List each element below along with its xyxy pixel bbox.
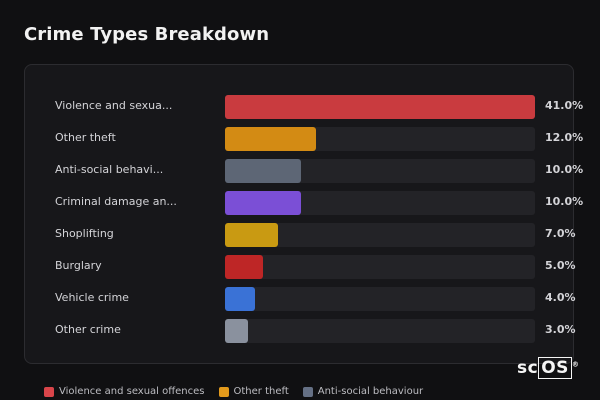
bar-value-label: 7.0% [545, 227, 576, 240]
bar-track [225, 159, 535, 183]
bar-track [225, 191, 535, 215]
logo-prefix: sc [517, 358, 539, 378]
brand-logo: sc OS ® [517, 357, 580, 379]
logo-boxed: OS [538, 357, 572, 379]
bar-row: Other theft 12.0% [55, 127, 583, 151]
bar-row: Anti-social behavi... 10.0% [55, 159, 583, 183]
bar-track [225, 255, 535, 279]
legend-label: Anti-social behaviour [317, 386, 424, 397]
legend-label: Other theft [233, 386, 289, 397]
legend-label: Violence and sexual offences [59, 386, 205, 397]
page-title: Crime Types Breakdown [24, 24, 270, 45]
bar-track [225, 287, 535, 311]
bar-value-label: 10.0% [545, 195, 584, 208]
bar-label: Shoplifting [55, 227, 114, 240]
bar-value-label: 4.0% [545, 291, 576, 304]
bar-row: Vehicle crime 4.0% [55, 287, 576, 311]
legend-item: Anti-social behaviour [302, 386, 424, 397]
bar-row: Burglary 5.0% [55, 255, 576, 279]
bar-track [225, 223, 535, 247]
bar-value-label: 41.0% [545, 99, 584, 112]
legend-swatch [218, 386, 229, 397]
chart-panel: Violence and sexua... 41.0% Other theft 12.… [24, 64, 583, 364]
bar-track [225, 95, 535, 119]
bar-row: Criminal damage an... 10.0% [55, 191, 583, 215]
bar-value-label: 10.0% [545, 163, 584, 176]
bar [225, 255, 263, 279]
bar-value-label: 3.0% [545, 323, 576, 336]
bar [225, 223, 278, 247]
bar-row: Violence and sexua... 41.0% [55, 95, 583, 119]
legend-swatch [44, 386, 54, 397]
legend-swatch [302, 386, 313, 397]
bar [225, 319, 248, 343]
legend-item: Other theft [218, 386, 289, 397]
bar-track [225, 319, 535, 343]
bar-label: Vehicle crime [55, 291, 129, 304]
bar-label: Violence and sexua... [55, 99, 173, 112]
bar-label: Other crime [55, 323, 121, 336]
bar [225, 127, 316, 151]
bar-label: Other theft [55, 131, 116, 144]
bar-label: Criminal damage an... [55, 195, 177, 208]
bar-value-label: 5.0% [545, 259, 576, 272]
bar-row: Shoplifting 7.0% [55, 223, 576, 247]
bar-label: Burglary [55, 259, 102, 272]
bar-track [225, 127, 535, 151]
bar [225, 95, 535, 119]
bar [225, 191, 301, 215]
legend-item: Violence and sexual offences [44, 386, 205, 397]
logo-registered-mark: ® [571, 360, 580, 369]
bar [225, 287, 256, 311]
bar-value-label: 12.0% [545, 131, 584, 144]
bar-label: Anti-social behavi... [55, 163, 164, 176]
bar-row: Other crime 3.0% [55, 319, 576, 343]
chart-legend: Violence and sexual offences Other theft A… [44, 386, 423, 397]
bar [225, 159, 301, 183]
